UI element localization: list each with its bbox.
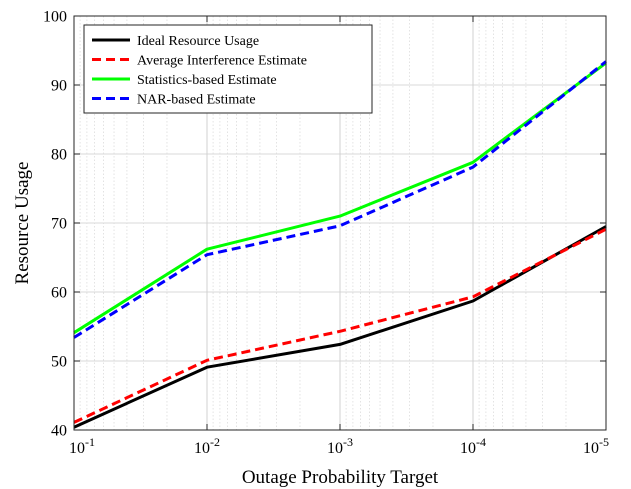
y-tick-label: 40 xyxy=(51,423,67,440)
legend-label: Average Interference Estimate xyxy=(137,54,307,69)
x-tick-label: 10-2 xyxy=(194,435,220,457)
series-lines xyxy=(73,60,607,429)
x-tick-label: 10-5 xyxy=(583,435,609,457)
x-tick-label: 10-3 xyxy=(327,435,353,457)
y-tick-label: 80 xyxy=(51,147,67,164)
y-tick-label: 60 xyxy=(51,285,67,302)
y-tick-label: 100 xyxy=(43,9,67,26)
series-line-3 xyxy=(73,61,607,334)
legend-box xyxy=(83,24,373,114)
y-tick-label: 50 xyxy=(51,354,67,371)
x-axis-label: Outage Probability Target xyxy=(242,467,439,488)
legend-label: NAR-based Estimate xyxy=(137,93,256,108)
legend-label: Statistics-based Estimate xyxy=(137,73,277,88)
series-line-1 xyxy=(73,225,607,429)
legend-label: Ideal Resource Usage xyxy=(137,34,259,49)
series-line-2 xyxy=(73,227,607,424)
axis-ticks xyxy=(73,15,607,431)
series-line-4 xyxy=(73,60,607,339)
x-tick-labels: 10-1 10-2 10-3 10-4 10-5 xyxy=(69,435,609,457)
legend: Ideal Resource Usage Average Interference… xyxy=(83,24,373,114)
y-tick-label: 70 xyxy=(51,216,67,233)
x-tick-label: 10-1 xyxy=(69,435,95,457)
y-axis-label: Resource Usage xyxy=(12,162,33,285)
x-tick-label: 10-4 xyxy=(460,435,486,457)
y-tick-labels: 40 50 60 70 80 90 100 xyxy=(43,9,67,440)
y-tick-label: 90 xyxy=(51,78,67,95)
